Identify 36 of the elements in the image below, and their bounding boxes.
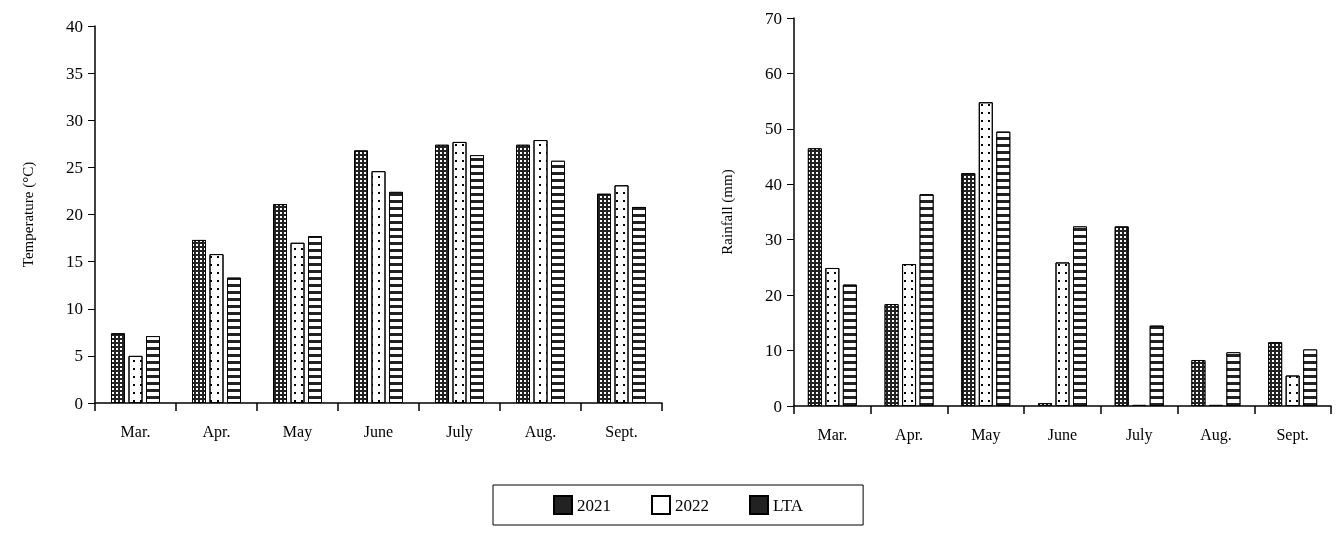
y-tick-label: 5	[74, 346, 83, 366]
legend-label: 2021	[577, 495, 611, 515]
y-tick-label: 20	[765, 285, 782, 305]
x-tick-label: May	[971, 425, 1001, 444]
y-tick-label: 35	[66, 63, 83, 83]
y-tick-label: 30	[66, 110, 83, 130]
x-tick-label: June	[1047, 425, 1078, 443]
x-tick-label: May	[282, 422, 313, 441]
y-tick-label: 10	[765, 341, 782, 361]
x-tick-label: June	[363, 422, 394, 440]
x-tick-label: Apr.	[202, 422, 231, 441]
x-tick-label: July	[1125, 425, 1153, 444]
y-tick-label: 40	[765, 174, 782, 194]
y-tick-label: 0	[773, 396, 782, 416]
y-tick-label: 70	[765, 8, 782, 28]
x-tick-label: Aug.	[524, 422, 557, 441]
legend-label: 2022	[675, 495, 709, 515]
y-tick-label: 0	[74, 393, 83, 413]
x-tick-label: Mar.	[817, 425, 848, 443]
y-tick-label: 25	[66, 157, 83, 177]
y-axis-title: Temperature (°C)	[19, 161, 37, 268]
legend-label: LTA	[773, 495, 804, 515]
x-tick-label: Sept.	[605, 422, 638, 441]
y-tick-label: 60	[765, 63, 782, 83]
y-axis-title: Rainfall (mm)	[718, 169, 736, 255]
y-tick-label: 10	[66, 299, 83, 319]
x-tick-label: Aug.	[1200, 425, 1232, 444]
y-tick-label: 15	[66, 252, 83, 272]
y-tick-label: 50	[765, 119, 782, 139]
x-tick-label: Apr.	[895, 425, 924, 444]
x-tick-label: Sept.	[1276, 425, 1309, 444]
y-tick-label: 20	[66, 205, 83, 224]
x-tick-label: July	[446, 422, 473, 441]
y-tick-label: 30	[765, 230, 782, 250]
y-tick-label: 40	[66, 16, 83, 36]
x-tick-label: Mar.	[120, 422, 151, 440]
